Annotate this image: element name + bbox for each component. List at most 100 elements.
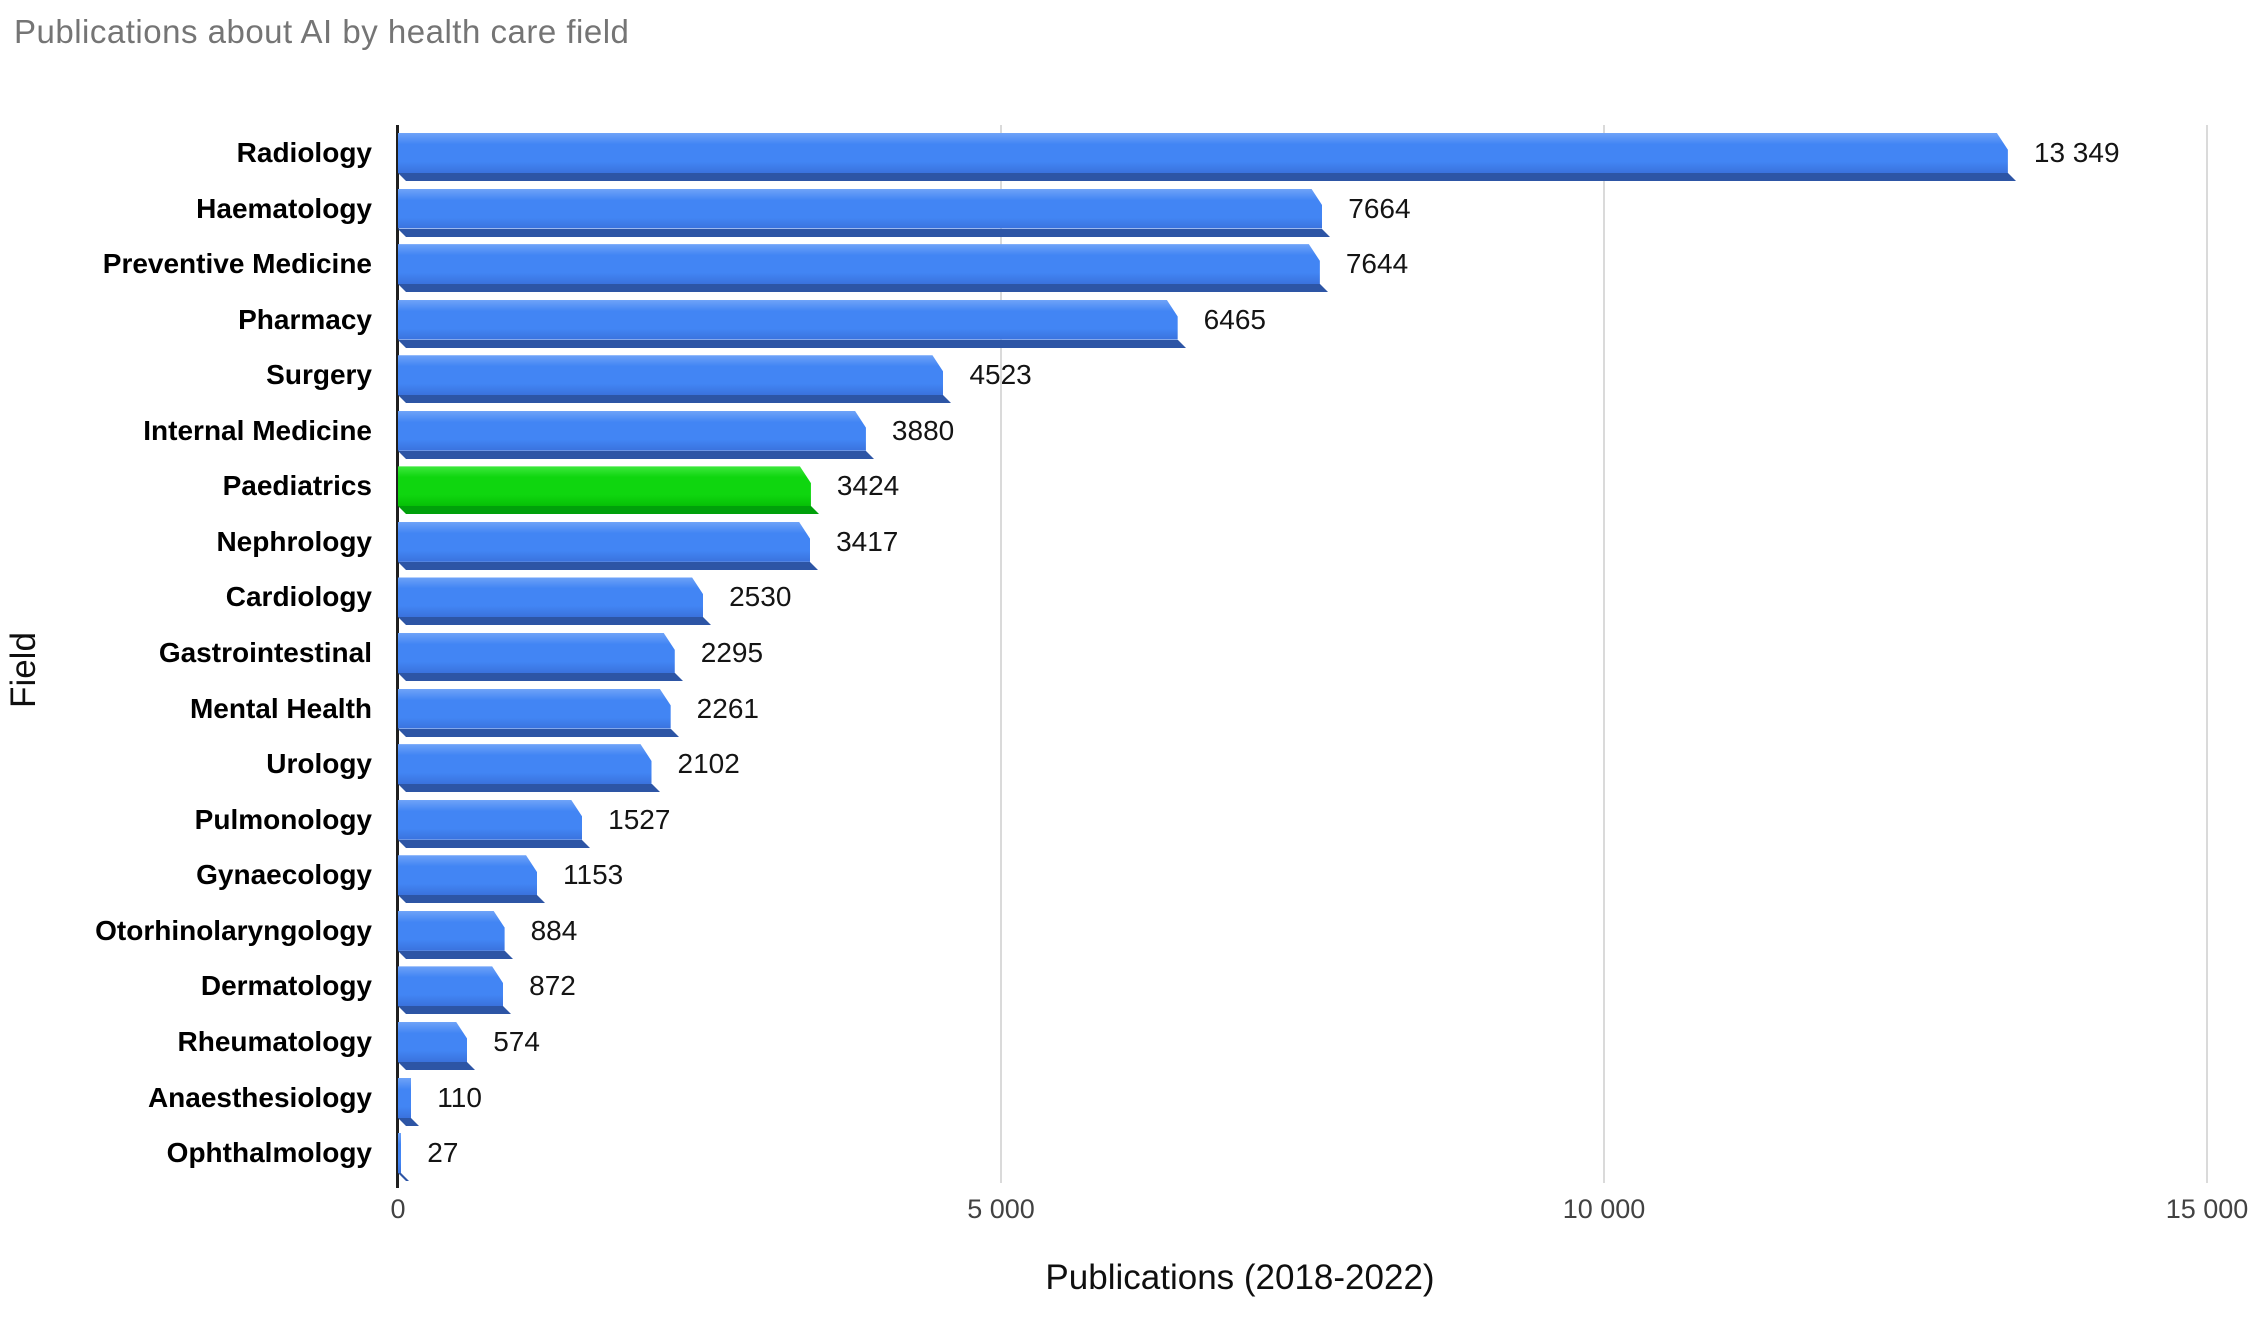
bar (398, 855, 546, 904)
x-tick-label: 10 000 (1562, 1194, 1646, 1224)
category-label: Preventive Medicine (102, 248, 372, 280)
bar-row: Nephrology 3417 (0, 522, 2258, 570)
category-label: Dermatology (200, 970, 372, 1002)
category-label: Gynaecology (196, 859, 372, 891)
value-label: 4523 (969, 359, 1032, 391)
bar-row: Urology 2102 (0, 744, 2258, 793)
category-label: Otorhinolaryngology (95, 914, 372, 946)
bar (398, 189, 1331, 237)
bar-face (398, 1077, 412, 1118)
bar (398, 744, 660, 793)
category-label: Paediatrics (222, 470, 372, 502)
bar-shadow (398, 228, 1331, 237)
bar (398, 133, 2016, 181)
category-label: Rheumatology (177, 1025, 372, 1057)
value-label: 13 349 (2033, 137, 2120, 168)
x-axis-title: Publications (2018-2022) (1045, 1258, 1435, 1297)
bar-shadow (398, 950, 513, 959)
chart-title: Publications about AI by health care fie… (14, 13, 630, 50)
bar-shadow (398, 506, 819, 515)
category-label: Mental Health (189, 692, 372, 724)
bar-face (398, 411, 866, 451)
bar-row: Gastrointestinal 2295 (0, 633, 2258, 682)
x-tick-label: 0 (390, 1194, 406, 1224)
bar-row: Anaesthesiology 110 (0, 1077, 2258, 1126)
bar (398, 355, 952, 404)
bar-highlighted (398, 466, 819, 515)
bar-shadow (398, 339, 1186, 348)
bar (398, 522, 819, 570)
category-label: Nephrology (216, 525, 372, 557)
gridline (2206, 125, 2208, 1183)
value-label: 6465 (1203, 303, 1266, 335)
bar-face (398, 1022, 467, 1062)
category-label: Cardiology (225, 581, 372, 613)
category-label: Haematology (196, 192, 372, 224)
category-label: Gastrointestinal (158, 637, 372, 669)
bar (398, 966, 512, 1015)
bar-face (398, 911, 505, 951)
bar-face (398, 744, 652, 784)
bar-face (398, 689, 671, 729)
bar (398, 300, 1186, 348)
gridline (1603, 125, 1605, 1183)
bar-shadow (398, 173, 2016, 181)
bar-shadow (398, 1173, 410, 1182)
bar-face (398, 300, 1178, 340)
bar-face (398, 133, 2008, 173)
bar-row: Ophthalmology 27 (0, 1133, 2258, 1182)
value-label: 884 (530, 914, 578, 946)
category-label: Anaesthesiology (147, 1081, 372, 1113)
bar-face (398, 1133, 402, 1174)
value-label: 2261 (696, 692, 759, 724)
gridline (1000, 125, 1002, 1183)
bar (398, 1133, 410, 1182)
bar-row: Gynaecology 1153 (0, 855, 2258, 904)
bar-row: Pulmonology 1527 (0, 800, 2258, 848)
bar (398, 911, 513, 959)
bar (398, 411, 874, 459)
value-label: 3424 (836, 470, 900, 502)
bar-row: Preventive Medicine 7644 (0, 244, 2258, 293)
value-label: 872 (529, 970, 576, 1002)
value-label: 3880 (891, 414, 955, 446)
bar-row: Paediatrics 3424 (0, 466, 2258, 515)
category-label: Internal Medicine (143, 414, 372, 446)
bar (398, 800, 591, 848)
bar (398, 1022, 476, 1070)
bar-shadow (398, 1117, 420, 1126)
value-label: 2530 (729, 581, 792, 613)
bar-face (398, 522, 810, 562)
bar-row: Pharmacy 6465 (0, 300, 2258, 348)
category-label: Urology (266, 748, 372, 780)
value-label: 110 (437, 1081, 482, 1113)
value-label: 2295 (700, 637, 764, 669)
bar-face (398, 189, 1322, 229)
category-label: Radiology (236, 137, 372, 168)
bar (398, 1077, 420, 1126)
value-label: 7664 (1348, 192, 1411, 224)
bar-row: Dermatology 872 (0, 966, 2258, 1015)
bar-shadow (398, 1061, 476, 1070)
value-label: 27 (427, 1137, 459, 1169)
bar-row: Cardiology 2530 (0, 577, 2258, 626)
bar (398, 689, 679, 737)
category-label: Ophthalmology (166, 1137, 372, 1169)
bar (398, 577, 712, 626)
value-label: 7644 (1345, 248, 1409, 280)
bar-shadow (398, 450, 874, 459)
bar-row: Surgery 4523 (0, 355, 2258, 404)
bar-row: Internal Medicine 3880 (0, 411, 2258, 459)
bar-row: Haematology 7664 (0, 189, 2258, 237)
bar-shadow (398, 895, 546, 904)
bar-face (398, 800, 582, 840)
bar-row: Mental Health 2261 (0, 689, 2258, 737)
bar-face (398, 577, 703, 617)
bar-row: Radiology 13 349 (0, 133, 2258, 181)
y-axis-title: Field (4, 632, 43, 708)
bar-row: Rheumatology 574 (0, 1022, 2258, 1070)
bar-shadow (398, 728, 679, 737)
bar (398, 633, 683, 682)
value-label: 574 (493, 1025, 540, 1057)
